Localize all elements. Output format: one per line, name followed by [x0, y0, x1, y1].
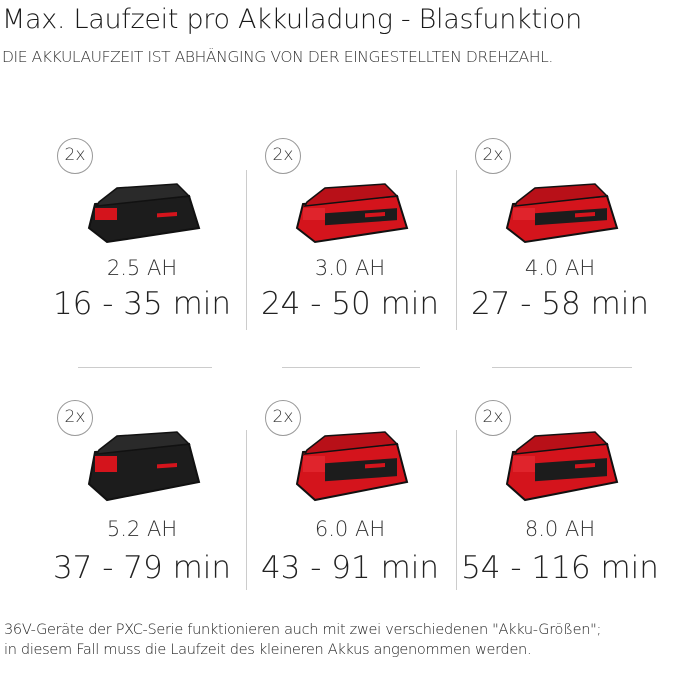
- battery-icon: [505, 431, 619, 502]
- battery-card: 2x 4.0 AH 27 - 58 min: [445, 138, 675, 338]
- battery-card: 2x 3.0 AH 24 - 50 min: [235, 138, 465, 338]
- quantity-badge: 2x: [475, 138, 511, 174]
- battery-band: [365, 463, 385, 469]
- battery-icon: [295, 431, 409, 502]
- quantity-badge: 2x: [265, 138, 301, 174]
- battery-latch: [95, 208, 117, 220]
- quantity-badge: 2x: [57, 138, 93, 174]
- capacity-label: 3.0 AH: [314, 256, 386, 280]
- battery-icon: [87, 183, 201, 244]
- battery-latch: [513, 208, 535, 220]
- runtime-label: 43 - 91 min: [260, 550, 440, 586]
- divider: [78, 367, 212, 368]
- runtime-label: 16 - 35 min: [52, 286, 232, 322]
- capacity-label: 4.0 AH: [524, 256, 596, 280]
- runtime-label: 27 - 58 min: [470, 286, 650, 322]
- runtime-label: 54 - 116 min: [461, 550, 659, 586]
- battery-icon: [87, 431, 201, 502]
- footer-note-line-2: in diesem Fall muss die Laufzeit des kle…: [4, 642, 532, 658]
- battery-latch: [303, 456, 325, 472]
- quantity-badge: 2x: [265, 400, 301, 436]
- capacity-label: 6.0 AH: [314, 517, 386, 541]
- capacity-label: 8.0 AH: [524, 517, 596, 541]
- battery-band: [575, 463, 595, 469]
- runtime-label: 24 - 50 min: [260, 286, 440, 322]
- battery-band: [365, 212, 385, 218]
- divider: [492, 367, 632, 368]
- capacity-label: 2.5 AH: [106, 256, 178, 280]
- divider: [282, 367, 420, 368]
- quantity-badge: 2x: [475, 400, 511, 436]
- capacity-label: 5.2 AH: [106, 517, 178, 541]
- battery-top: [303, 183, 399, 207]
- battery-band: [575, 212, 595, 218]
- divider: [456, 430, 457, 590]
- battery-latch: [95, 456, 117, 472]
- battery-band: [157, 212, 177, 218]
- divider: [456, 170, 457, 330]
- battery-card: 2x 5.2 AH 37 - 79 min: [27, 400, 257, 600]
- divider: [246, 430, 247, 590]
- battery-latch: [513, 456, 535, 472]
- battery-icon: [505, 183, 619, 244]
- page-subtitle: DIE AKKULAUFZEIT IST ABHÄNGING VON DER E…: [2, 48, 553, 66]
- battery-top: [95, 183, 191, 207]
- footer-note-line-1: 36V-Geräte der PXC-Serie funktionieren a…: [4, 622, 602, 638]
- battery-band: [157, 463, 177, 469]
- battery-top: [95, 431, 191, 455]
- battery-top: [513, 431, 609, 455]
- battery-top: [303, 431, 399, 455]
- battery-top: [513, 183, 609, 207]
- runtime-label: 37 - 79 min: [52, 550, 232, 586]
- battery-icon: [295, 183, 409, 244]
- battery-card: 2x 8.0 AH 54 - 116 min: [445, 400, 675, 600]
- page-title: Max. Laufzeit pro Akkuladung - Blasfunkt…: [2, 4, 582, 35]
- battery-card: 2x 6.0 AH 43 - 91 min: [235, 400, 465, 600]
- quantity-badge: 2x: [57, 400, 93, 436]
- battery-card: 2x 2.5 AH 16 - 35 min: [27, 138, 257, 338]
- divider: [246, 170, 247, 330]
- battery-latch: [303, 208, 325, 220]
